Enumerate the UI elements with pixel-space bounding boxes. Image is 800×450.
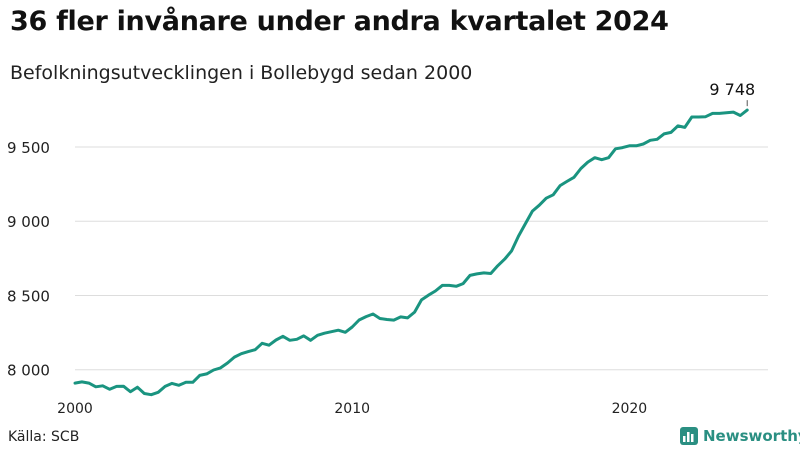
y-tick-label: 9 000 [7, 213, 50, 231]
last-value-annotation: 9 748 [709, 80, 755, 107]
last-value-label: 9 748 [709, 80, 755, 99]
y-axis-tick-labels: 8 000 8 500 9 000 9 500 [7, 139, 50, 380]
x-tick-label: 2010 [334, 401, 370, 417]
chart-subtitle: Befolkningsutvecklingen i Bollebygd seda… [10, 62, 473, 84]
x-axis-tick-labels: 2000 2010 2020 [57, 401, 647, 417]
chart-title: 36 fler invånare under andra kvartalet 2… [10, 6, 669, 37]
brand-name: Newsworthy [703, 427, 800, 445]
grid-lines [75, 146, 768, 371]
x-tick-label: 2020 [612, 401, 648, 417]
y-tick-label: 8 500 [7, 287, 50, 305]
source-label: Källa: SCB [8, 429, 80, 445]
population-line [73, 108, 749, 397]
brand-logo[interactable]: Newsworthy [680, 427, 800, 445]
y-tick-label: 8 000 [7, 362, 50, 380]
series-population [73, 108, 749, 397]
bar-chart-logo-icon [680, 427, 698, 445]
y-tick-label: 9 500 [7, 139, 50, 157]
line-chart: 8 000 8 500 9 000 9 500 2000 2010 2020 9 748 [7, 80, 768, 417]
x-tick-label: 2000 [57, 401, 93, 417]
